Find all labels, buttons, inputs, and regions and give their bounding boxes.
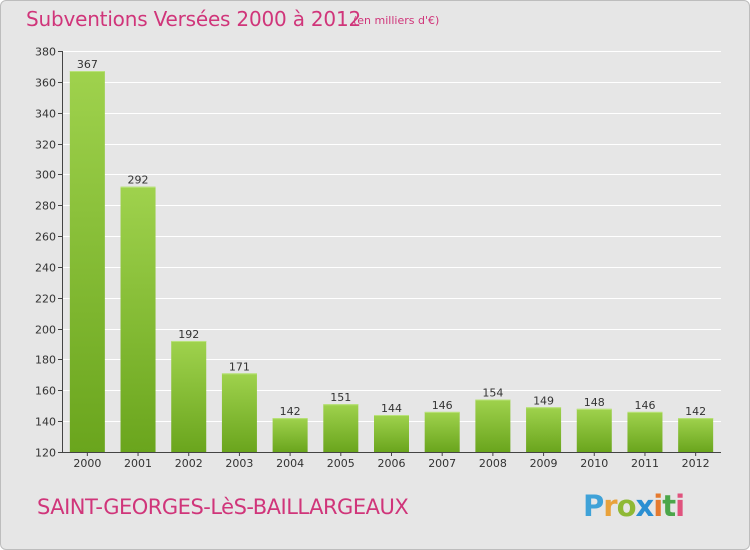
logo-letter: t (662, 489, 676, 523)
value-label-2012: 142 (685, 405, 706, 418)
chart-title: Subventions Versées 2000 à 2012 (26, 7, 362, 31)
value-label-2002: 192 (178, 328, 199, 341)
x-tick-label-2008: 2008 (479, 457, 507, 470)
proxiti-logo[interactable]: Proxiti (583, 489, 685, 523)
bar-2011 (627, 411, 663, 452)
value-label-2000: 367 (77, 58, 98, 71)
x-tick-label-2007: 2007 (428, 457, 456, 470)
value-label-2009: 149 (533, 394, 554, 407)
logo-letter: r (603, 489, 617, 523)
bar-2003 (221, 373, 257, 452)
x-tick-label-2005: 2005 (327, 457, 355, 470)
x-tick-label-2004: 2004 (276, 457, 304, 470)
value-label-2003: 171 (229, 360, 250, 373)
value-label-2006: 144 (381, 402, 402, 415)
y-tick-label: 120 (35, 447, 56, 460)
y-tick-label: 140 (35, 416, 56, 429)
logo-letter: x (635, 489, 655, 523)
x-tick-label-2003: 2003 (225, 457, 253, 470)
value-label-2001: 292 (128, 174, 149, 187)
x-tick-label-2002: 2002 (175, 457, 203, 470)
value-label-2005: 151 (330, 391, 351, 404)
bar-2012 (678, 418, 714, 452)
x-tick-label-2006: 2006 (378, 457, 406, 470)
y-tick-label: 340 (35, 108, 56, 121)
y-tick-label: 300 (35, 169, 56, 182)
y-tick-label: 360 (35, 77, 56, 90)
x-tick-label-2009: 2009 (530, 457, 558, 470)
y-tick-label: 220 (35, 293, 56, 306)
y-tick-label: 180 (35, 354, 56, 367)
bar-2010 (576, 408, 612, 452)
x-tick-label-2001: 2001 (124, 457, 152, 470)
y-tick-label: 280 (35, 200, 56, 213)
commune-name: SAINT-GEORGES-LèS-BAILLARGEAUX (37, 495, 409, 519)
value-label-2004: 142 (280, 405, 301, 418)
y-tick-label: 320 (35, 139, 56, 152)
logo-letter: i (653, 489, 663, 523)
bar-2009 (526, 407, 562, 452)
bar-2007 (424, 411, 460, 452)
logo-letter: P (583, 489, 604, 523)
value-label-2008: 154 (482, 387, 503, 400)
logo-letter: i (675, 489, 685, 523)
x-tick-label-2012: 2012 (682, 457, 710, 470)
logo-letter: o (616, 489, 637, 523)
value-label-2007: 146 (432, 399, 453, 412)
bar-2002 (171, 340, 207, 452)
x-tick-label-2000: 2000 (73, 457, 101, 470)
bar-2000 (69, 71, 105, 453)
y-tick-label: 380 (35, 46, 56, 59)
y-tick-label: 240 (35, 262, 56, 275)
y-tick-label: 200 (35, 324, 56, 337)
value-label-2010: 148 (584, 396, 605, 409)
x-tick-label-2010: 2010 (580, 457, 608, 470)
y-tick-label: 260 (35, 231, 56, 244)
x-tick-label-2011: 2011 (631, 457, 659, 470)
bar-2004 (272, 418, 308, 452)
bar-2006 (374, 414, 409, 452)
y-tick-label: 160 (35, 385, 56, 398)
bar-2005 (323, 404, 359, 452)
chart-subtitle: (en milliers d'€) (353, 14, 440, 27)
value-label-2011: 146 (634, 399, 655, 412)
bar-2008 (475, 399, 511, 452)
bar-2001 (120, 186, 156, 452)
